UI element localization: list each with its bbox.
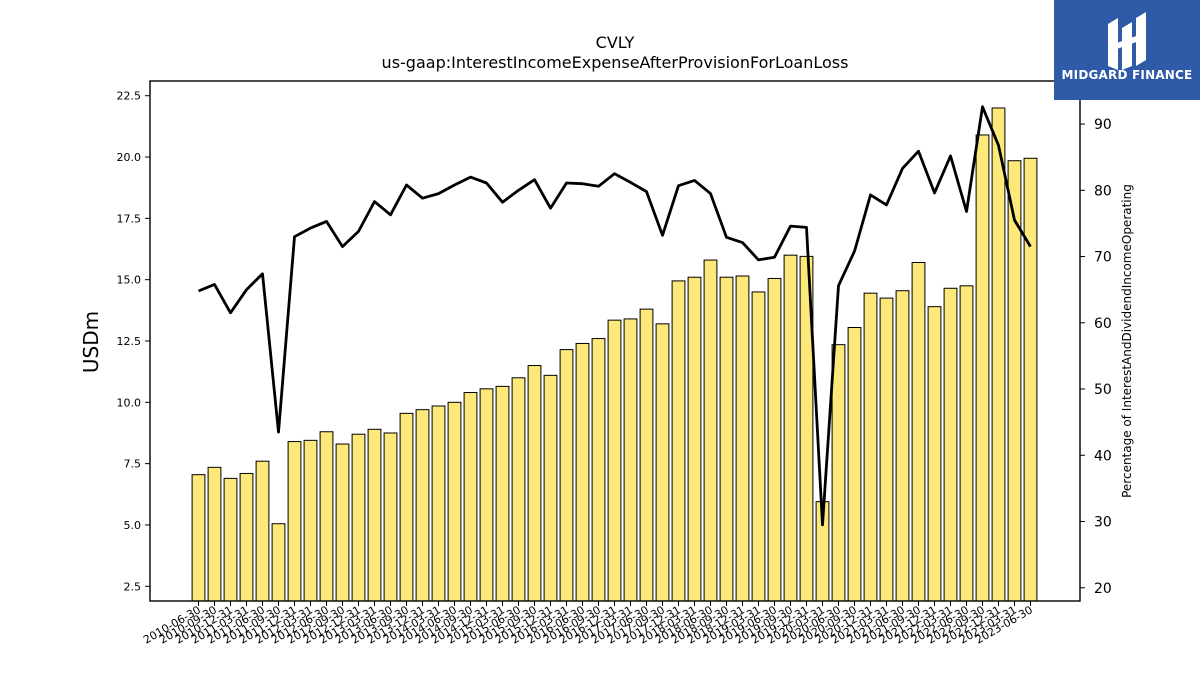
bar	[863, 292, 878, 602]
bar	[191, 474, 206, 602]
bar	[239, 472, 254, 602]
bar	[351, 433, 366, 602]
bar	[399, 412, 414, 602]
y-tick-label: 5.0	[124, 519, 142, 532]
y2-tick-label: 20	[1094, 581, 1112, 597]
bar	[879, 297, 894, 602]
bar	[943, 287, 958, 602]
bar	[607, 319, 622, 602]
bar	[751, 291, 766, 602]
bar	[383, 432, 398, 602]
bar	[895, 290, 910, 602]
bar	[543, 374, 558, 602]
chart-subtitle: us-gaap:InterestIncomeExpenseAfterProvis…	[382, 53, 849, 72]
bar	[255, 460, 270, 602]
bar	[1023, 157, 1038, 602]
bar	[687, 276, 702, 602]
bar	[223, 477, 238, 602]
bar	[927, 306, 942, 602]
bar	[431, 405, 446, 602]
bar	[271, 523, 286, 602]
logo: MIDGARD FINANCE	[1054, 0, 1200, 100]
y-tick-label: 20.0	[117, 151, 142, 164]
bar	[463, 392, 478, 602]
y-tick-label: 7.5	[124, 458, 142, 471]
bar	[495, 385, 510, 602]
y-tick-label: 10.0	[117, 396, 142, 409]
logo-text: MIDGARD FINANCE	[1061, 68, 1193, 82]
y-tick-label: 17.5	[117, 212, 142, 225]
y2-tick-label: 60	[1094, 316, 1112, 332]
bar	[671, 280, 686, 602]
bar	[303, 439, 318, 602]
bar	[783, 254, 798, 602]
y2-tick-label: 30	[1094, 515, 1112, 531]
bar	[655, 323, 670, 602]
y-tick-label: 12.5	[117, 335, 142, 348]
bar	[623, 318, 638, 602]
bar	[767, 277, 782, 602]
bar	[335, 443, 350, 602]
y-tick-label: 15.0	[117, 274, 142, 287]
y2-tick-label: 80	[1094, 183, 1112, 199]
bar	[703, 259, 718, 602]
y2-axis-label: Percentage of InterestAndDividendIncomeO…	[1120, 184, 1134, 498]
line-layer	[197, 105, 1032, 527]
bar	[719, 276, 734, 602]
bar	[367, 428, 382, 602]
bar	[847, 327, 862, 602]
bar	[639, 308, 654, 602]
bar	[287, 441, 302, 602]
y-axis-label: USDm	[79, 311, 103, 373]
chart-title: CVLY	[596, 33, 635, 52]
bar	[591, 338, 606, 602]
y2-tick-label: 90	[1094, 117, 1112, 133]
axes: 2.5 5.0 7.5 10.0 12.5 15.0 17.5 20.0 22.5 20 30 40 5…	[117, 80, 1112, 647]
bars	[191, 107, 1038, 602]
bar	[415, 409, 430, 602]
y2-tick-label: 70	[1094, 250, 1112, 266]
bar	[575, 342, 590, 602]
logo-mark-icon	[1108, 12, 1146, 70]
bar	[479, 388, 494, 602]
bar	[207, 466, 222, 602]
y2-tick-label: 50	[1094, 382, 1112, 398]
bar	[735, 275, 750, 602]
y-tick-label: 22.5	[117, 90, 142, 103]
bar	[911, 262, 926, 602]
y-tick-label: 2.5	[124, 580, 142, 593]
y2-tick-label: 40	[1094, 448, 1112, 464]
bar	[975, 134, 990, 602]
bar	[559, 349, 574, 602]
bar	[959, 285, 974, 602]
bar	[511, 377, 526, 602]
bar	[831, 344, 846, 602]
bar	[991, 107, 1006, 602]
bar	[447, 401, 462, 602]
bar	[319, 431, 334, 602]
percentage-line	[197, 105, 1032, 527]
bar	[527, 365, 542, 602]
